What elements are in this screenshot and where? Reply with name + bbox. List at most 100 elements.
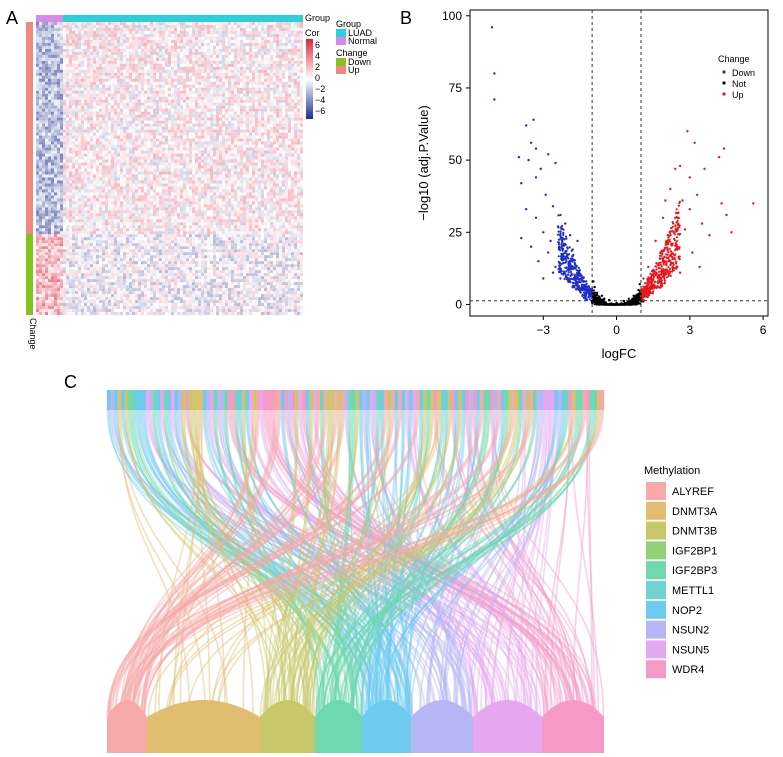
heatmap-cell: [213, 48, 217, 52]
heatmap-cell: [126, 24, 130, 29]
heatmap-cell: [249, 123, 253, 127]
heatmap-cell: [45, 30, 49, 35]
heatmap-cell: [120, 108, 124, 112]
heatmap-cell: [60, 54, 64, 58]
heatmap-cell: [255, 108, 259, 112]
heatmap-cell: [48, 57, 52, 61]
heatmap-cell: [270, 177, 274, 181]
heatmap-cell: [189, 114, 193, 118]
heatmap-cell: [153, 45, 157, 49]
heatmap-cell: [129, 39, 133, 43]
heatmap-cell: [183, 54, 187, 58]
heatmap-cell: [114, 99, 118, 103]
heatmap-cell: [168, 153, 172, 157]
heatmap-cell: [57, 39, 61, 43]
heatmap-cell: [252, 156, 256, 160]
heatmap-cell: [123, 69, 127, 73]
heatmap-cell: [240, 168, 244, 172]
heatmap-cell: [219, 72, 223, 76]
heatmap-cell: [129, 165, 133, 169]
heatmap-cell: [246, 48, 250, 52]
heatmap-cell: [276, 153, 280, 157]
heatmap-cell: [36, 174, 40, 178]
heatmap-cell: [72, 66, 76, 70]
heatmap-cell: [69, 90, 73, 94]
heatmap-cell: [204, 22, 208, 26]
heatmap-cell: [300, 114, 304, 118]
heatmap-cell: [225, 51, 229, 55]
heatmap-cell: [180, 159, 184, 163]
heatmap-cell: [144, 129, 148, 133]
heatmap-cell: [132, 54, 136, 58]
heatmap-cell: [120, 147, 124, 151]
heatmap-cell: [162, 72, 166, 76]
heatmap-cell: [93, 69, 97, 73]
heatmap-cell: [219, 132, 223, 136]
heatmap-cell: [258, 102, 262, 106]
heatmap-cell: [117, 183, 121, 187]
heatmap-cell: [45, 84, 49, 88]
heatmap-cell: [150, 159, 154, 163]
heatmap-cell: [294, 108, 298, 112]
heatmap-cell: [231, 153, 235, 157]
heatmap-cell: [240, 39, 244, 43]
heatmap-cell: [39, 126, 43, 130]
heatmap-cell: [147, 135, 151, 139]
heatmap-cell: [105, 186, 109, 190]
heatmap-cell: [129, 150, 133, 154]
heatmap-cell: [105, 111, 109, 115]
heatmap-cell: [132, 135, 136, 139]
heatmap-cell: [111, 183, 115, 187]
heatmap-cell: [246, 54, 250, 58]
heatmap-cell: [222, 99, 226, 103]
heatmap-cell: [141, 102, 145, 106]
heatmap-cell: [204, 57, 208, 61]
heatmap-cell: [297, 57, 301, 61]
heatmap-cell: [252, 183, 256, 187]
heatmap-cell: [294, 111, 298, 115]
heatmap-cell: [186, 180, 190, 184]
heatmap-cell: [57, 33, 61, 37]
heatmap-cell: [237, 66, 241, 70]
heatmap-cell: [276, 75, 280, 79]
heatmap-cell: [228, 24, 232, 29]
heatmap-cell: [66, 22, 70, 26]
heatmap-cell: [294, 156, 298, 160]
heatmap-cell: [297, 117, 301, 121]
heatmap-cell: [234, 168, 238, 172]
heatmap-cell: [282, 69, 286, 73]
heatmap-cell: [300, 24, 304, 29]
heatmap-cell: [99, 126, 103, 130]
heatmap-cell: [273, 72, 277, 76]
heatmap-cell: [75, 36, 79, 40]
heatmap-cell: [171, 138, 175, 142]
heatmap-cell: [57, 75, 61, 79]
heatmap-cell: [270, 78, 274, 82]
heatmap-cell: [42, 141, 46, 145]
heatmap-cell: [45, 141, 49, 145]
heatmap-cell: [249, 165, 253, 169]
heatmap-cell: [102, 69, 106, 73]
heatmap-cell: [222, 117, 226, 121]
heatmap-cell: [192, 72, 196, 76]
heatmap-cell: [300, 78, 304, 82]
heatmap-cell: [261, 180, 265, 184]
heatmap-cell: [258, 99, 262, 103]
heatmap-cell: [54, 57, 58, 61]
heatmap-cell: [39, 144, 43, 148]
heatmap-cell: [81, 84, 85, 88]
heatmap-cell: [57, 81, 61, 85]
heatmap-cell: [57, 93, 61, 97]
heatmap-cell: [45, 54, 49, 58]
heatmap-cell: [156, 159, 160, 163]
heatmap-cell: [90, 24, 94, 29]
heatmap-cell: [153, 177, 157, 181]
heatmap-cell: [192, 138, 196, 142]
heatmap-cell: [105, 177, 109, 181]
heatmap-cell: [153, 51, 157, 55]
heatmap-cell: [126, 129, 130, 133]
heatmap-cell: [96, 90, 100, 94]
heatmap-cell: [168, 123, 172, 127]
heatmap-cell: [45, 60, 49, 64]
heatmap-cell: [45, 39, 49, 43]
